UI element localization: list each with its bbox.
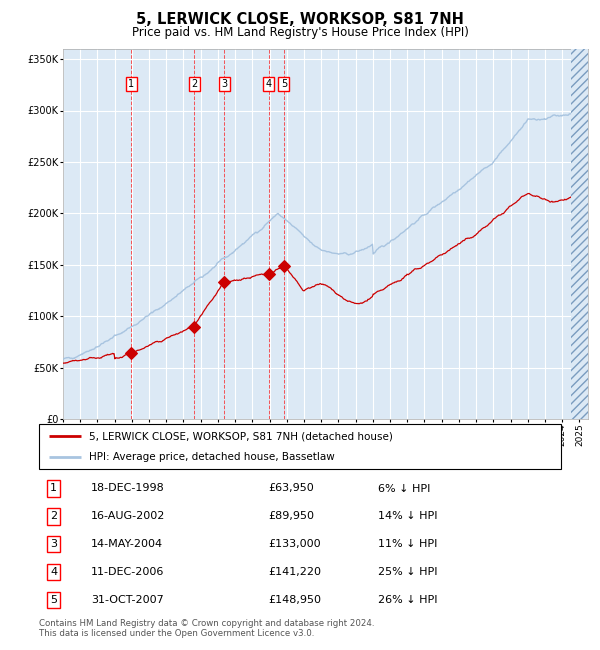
Text: 14% ↓ HPI: 14% ↓ HPI — [379, 512, 438, 521]
Text: £89,950: £89,950 — [269, 512, 314, 521]
Text: £63,950: £63,950 — [269, 484, 314, 493]
Text: Price paid vs. HM Land Registry's House Price Index (HPI): Price paid vs. HM Land Registry's House … — [131, 26, 469, 39]
Text: HPI: Average price, detached house, Bassetlaw: HPI: Average price, detached house, Bass… — [89, 452, 334, 462]
FancyBboxPatch shape — [39, 424, 561, 469]
Text: 1: 1 — [128, 79, 134, 89]
Text: 5, LERWICK CLOSE, WORKSOP, S81 7NH: 5, LERWICK CLOSE, WORKSOP, S81 7NH — [136, 12, 464, 27]
Text: 1: 1 — [50, 484, 57, 493]
Text: 4: 4 — [50, 567, 57, 577]
Text: 5: 5 — [281, 79, 287, 89]
Text: 31-OCT-2007: 31-OCT-2007 — [91, 595, 164, 605]
Text: 5: 5 — [50, 595, 57, 605]
Text: 25% ↓ HPI: 25% ↓ HPI — [379, 567, 438, 577]
Point — [264, 268, 274, 279]
Text: 2: 2 — [50, 512, 57, 521]
Point — [279, 261, 289, 271]
Text: 16-AUG-2002: 16-AUG-2002 — [91, 512, 166, 521]
Text: 4: 4 — [265, 79, 272, 89]
Text: £141,220: £141,220 — [269, 567, 322, 577]
Point — [190, 322, 199, 332]
Text: 3: 3 — [221, 79, 227, 89]
Bar — [571, 49, 588, 419]
Text: 3: 3 — [50, 540, 57, 549]
Text: £133,000: £133,000 — [269, 540, 322, 549]
Text: Contains HM Land Registry data © Crown copyright and database right 2024.
This d: Contains HM Land Registry data © Crown c… — [39, 619, 374, 638]
Text: £148,950: £148,950 — [269, 595, 322, 605]
Point — [220, 277, 229, 287]
Text: 26% ↓ HPI: 26% ↓ HPI — [379, 595, 438, 605]
Text: 6% ↓ HPI: 6% ↓ HPI — [379, 484, 431, 493]
Text: 11% ↓ HPI: 11% ↓ HPI — [379, 540, 437, 549]
Text: 14-MAY-2004: 14-MAY-2004 — [91, 540, 163, 549]
Text: 5, LERWICK CLOSE, WORKSOP, S81 7NH (detached house): 5, LERWICK CLOSE, WORKSOP, S81 7NH (deta… — [89, 431, 392, 441]
Text: 2: 2 — [191, 79, 197, 89]
Point — [127, 348, 136, 359]
Text: 18-DEC-1998: 18-DEC-1998 — [91, 484, 165, 493]
Text: 11-DEC-2006: 11-DEC-2006 — [91, 567, 164, 577]
